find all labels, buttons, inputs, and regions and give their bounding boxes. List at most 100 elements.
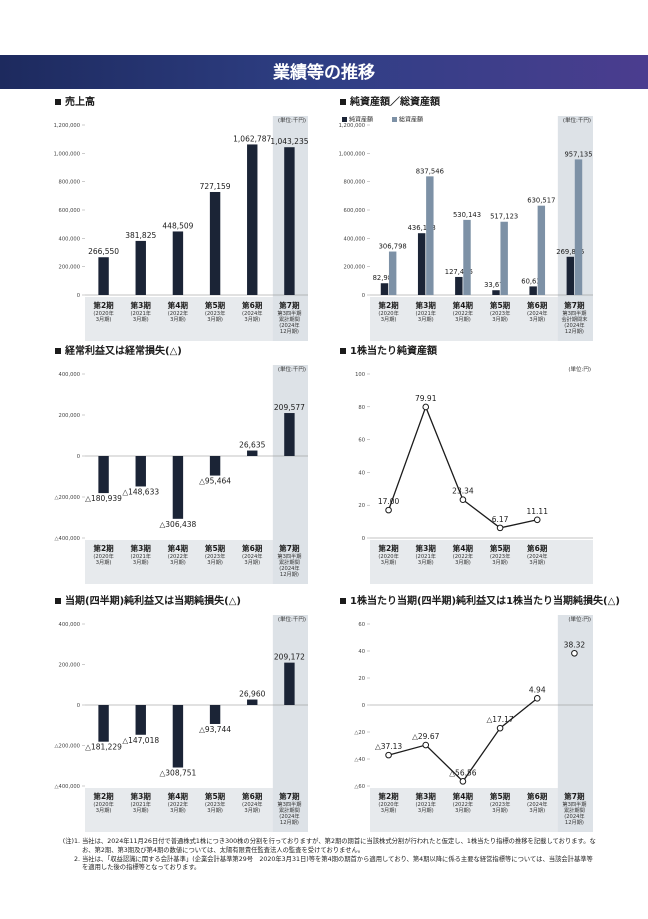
y-tick-label: 0	[362, 703, 365, 709]
x-tick-label: 第4期	[452, 543, 474, 553]
x-tick-sublabel: 3月期)	[244, 559, 260, 566]
value-label: 630,517	[527, 197, 555, 205]
bar	[135, 456, 146, 487]
x-tick-label: 第5期	[489, 543, 511, 553]
bar	[172, 231, 184, 295]
x-tick-label: 第4期	[167, 791, 189, 801]
x-tick-sublabel: (2024年	[564, 812, 584, 820]
title-marker	[340, 348, 346, 354]
unit-label: (単位:千円)	[278, 365, 306, 373]
x-tick-sublabel: (2024年	[279, 812, 299, 820]
value-label: △95,464	[199, 477, 231, 486]
x-tick-sublabel: 3月期)	[381, 559, 397, 566]
x-tick-sublabel: 3月期)	[418, 559, 434, 566]
y-tick-label: 20	[358, 676, 365, 682]
point	[571, 649, 578, 657]
point	[459, 778, 467, 785]
y-tick-label: 400,000	[59, 622, 80, 628]
value-label: 82,983	[373, 274, 397, 282]
chart: 当期(四半期)純利益又は当期純損失(△) (単位:千円) △400,000 △200,…	[55, 594, 308, 832]
highlight-column	[272, 615, 308, 832]
x-tick-sublabel: (2023年	[205, 800, 225, 808]
unit-label: (単位:円)	[568, 615, 591, 623]
x-tick-sublabel: 3月期)	[529, 316, 545, 323]
x-tick-sublabel: 3月期)	[418, 316, 434, 323]
x-tick-label: 第6期	[526, 543, 548, 553]
category-band	[85, 297, 308, 341]
bar	[135, 240, 146, 295]
x-tick-sublabel: (2023年	[490, 309, 510, 317]
x-tick-sublabel: 3月期)	[455, 316, 471, 323]
y-tick-label: △400,000	[55, 536, 80, 542]
chart: 1株当たり純資産額(単位:円)020406080100第2期(2020年3月期)…	[340, 344, 593, 584]
x-tick-sublabel: (2022年	[453, 552, 473, 560]
bar	[98, 705, 109, 742]
y-tick-label: 0	[77, 703, 80, 709]
value-label: 1,062,787	[233, 134, 271, 143]
chart-title: 経常利益又は経常損失(△)	[64, 344, 182, 357]
x-tick-sublabel: 3月期)	[455, 559, 471, 566]
x-tick-sublabel: (2021年	[416, 309, 436, 317]
y-tick-label: 600,000	[59, 208, 80, 214]
x-tick-sublabel: 3月期)	[244, 316, 260, 323]
x-tick-sublabel: 3月期)	[96, 807, 112, 814]
y-tick-label: 600,000	[344, 208, 365, 214]
legend-label: 純資産額	[349, 116, 373, 124]
chart-title: 売上高	[65, 95, 95, 108]
x-tick-sublabel: (2021年	[131, 309, 151, 317]
x-tick-label: 第4期	[452, 300, 474, 310]
x-tick-sublabel: (2024年	[242, 552, 262, 560]
point	[385, 751, 392, 759]
y-tick-label: 0	[77, 454, 80, 460]
x-tick-sublabel: 3月期)	[170, 559, 186, 566]
y-tick-label: 200,000	[59, 663, 80, 669]
value-label: 381,825	[125, 231, 156, 240]
x-tick-sublabel: 3月期)	[381, 807, 397, 814]
x-tick-label: 第2期	[92, 791, 114, 801]
x-tick-sublabel: 3月期)	[418, 807, 434, 814]
title-marker	[340, 598, 346, 604]
value-label: △306,438	[160, 520, 197, 529]
y-tick-label: 0	[362, 536, 365, 542]
y-tick-label: 0	[77, 293, 80, 299]
x-tick-sublabel: 会計期間末	[561, 315, 588, 323]
x-tick-label: 第5期	[204, 543, 226, 553]
value-label: △17.17	[486, 715, 513, 724]
x-tick-label: 第6期	[241, 300, 263, 310]
x-tick-label: 第5期	[489, 300, 511, 310]
value-label: 38.32	[564, 640, 586, 649]
value-label: 530,143	[453, 211, 481, 219]
x-tick-sublabel: (2020年	[378, 800, 398, 808]
x-tick-sublabel: (2024年	[279, 564, 299, 572]
x-tick-label: 第2期	[92, 300, 114, 310]
y-tick-label: △400,000	[55, 784, 80, 790]
value-label: 266,550	[88, 247, 119, 256]
x-tick-sublabel: (2023年	[205, 309, 225, 317]
x-tick-sublabel: (2023年	[205, 552, 225, 560]
value-label: △181,229	[85, 743, 122, 752]
y-tick-label: 1,000,000	[54, 151, 80, 157]
value-label: 26,960	[239, 690, 265, 699]
x-tick-sublabel: (2024年	[279, 321, 299, 329]
y-tick-label: 400,000	[59, 236, 80, 242]
value-label: 79.91	[415, 394, 437, 403]
chart: 純資産額／総資産額 (単位:千円) 0 200,000 400,000 600,000 80…	[339, 95, 593, 341]
point	[496, 724, 504, 732]
x-tick-label: 第7期	[563, 300, 585, 310]
point	[459, 496, 467, 504]
y-tick-label: 40	[358, 470, 365, 476]
x-tick-sublabel: 3月期)	[492, 807, 508, 814]
value-label: 957,135	[564, 150, 592, 158]
value-label: 1,043,235	[270, 137, 308, 146]
legend-swatch	[392, 117, 397, 122]
x-tick-sublabel: (2021年	[416, 552, 436, 560]
x-tick-label: 第6期	[241, 791, 263, 801]
value-label: 448,509	[162, 221, 193, 230]
chart: 経常利益又は経常損失(△) (単位:千円) △400,000 △200,000 0 200…	[55, 344, 308, 584]
bar	[566, 256, 575, 295]
unit-label: (単位:千円)	[563, 116, 591, 124]
x-tick-label: 第3期	[415, 300, 437, 310]
x-tick-sublabel: 3月期)	[133, 807, 149, 814]
x-tick-label: 第6期	[526, 300, 548, 310]
